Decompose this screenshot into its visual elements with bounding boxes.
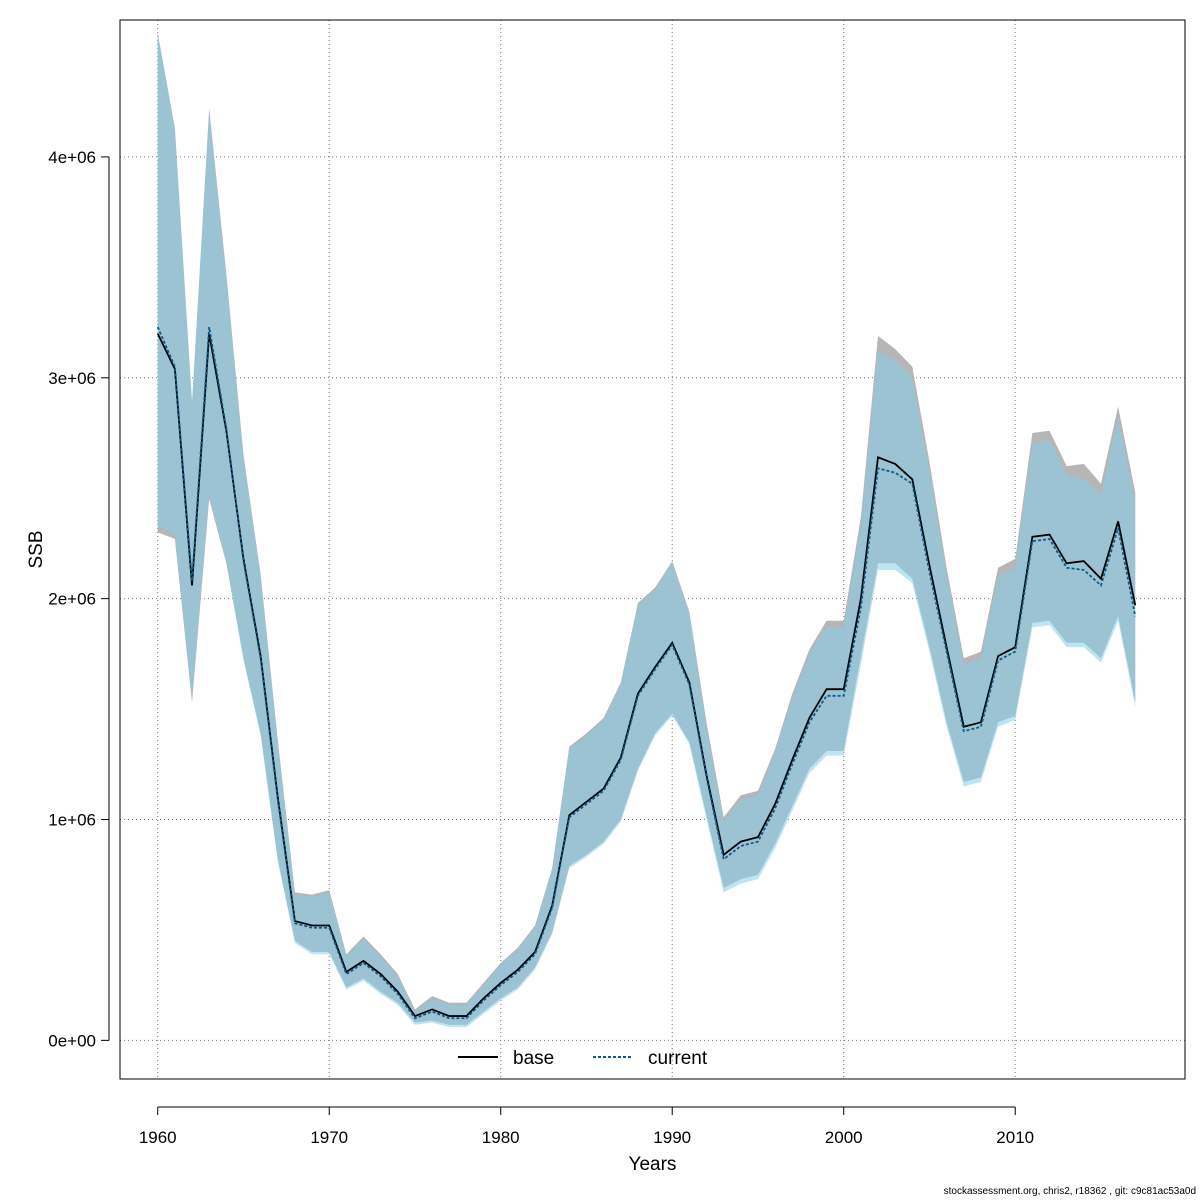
line-base: [156, 333, 1137, 1018]
y-tick-label: 3e+06: [48, 369, 96, 388]
x-tick-label: 1960: [139, 1128, 177, 1147]
x-tick-label: 1970: [310, 1128, 348, 1147]
x-tick-label: 1990: [653, 1128, 691, 1147]
confidence-bands: [157, 33, 1136, 1028]
x-tick-label: 2010: [996, 1128, 1034, 1147]
axes: 1960 1970 1980 1990 2000 2010 0e+00 1e+06 2e+06 3…: [48, 148, 1034, 1147]
legend-label-current: current: [648, 1048, 708, 1069]
x-tick-label: 2000: [825, 1128, 863, 1147]
x-axis-title: Years: [629, 1154, 677, 1175]
y-tick-label: 1e+06: [48, 810, 96, 829]
line-current: [156, 326, 1137, 1020]
plot-frame: [119, 19, 1186, 1080]
y-axis-title: SSB: [26, 530, 47, 568]
band-current: [157, 33, 1136, 1028]
y-tick-label: 2e+06: [48, 590, 96, 609]
series-lines: [156, 326, 1137, 1020]
y-tick-label: 0e+00: [48, 1031, 96, 1050]
legend: base current: [458, 1048, 708, 1069]
legend-label-base: base: [513, 1048, 554, 1069]
y-tick-label: 4e+06: [48, 148, 96, 167]
band-base: [157, 33, 1136, 1025]
x-tick-label: 1980: [482, 1128, 520, 1147]
footer-credit: stockassessment.org, chris2, r18362 , gi…: [943, 1186, 1196, 1197]
